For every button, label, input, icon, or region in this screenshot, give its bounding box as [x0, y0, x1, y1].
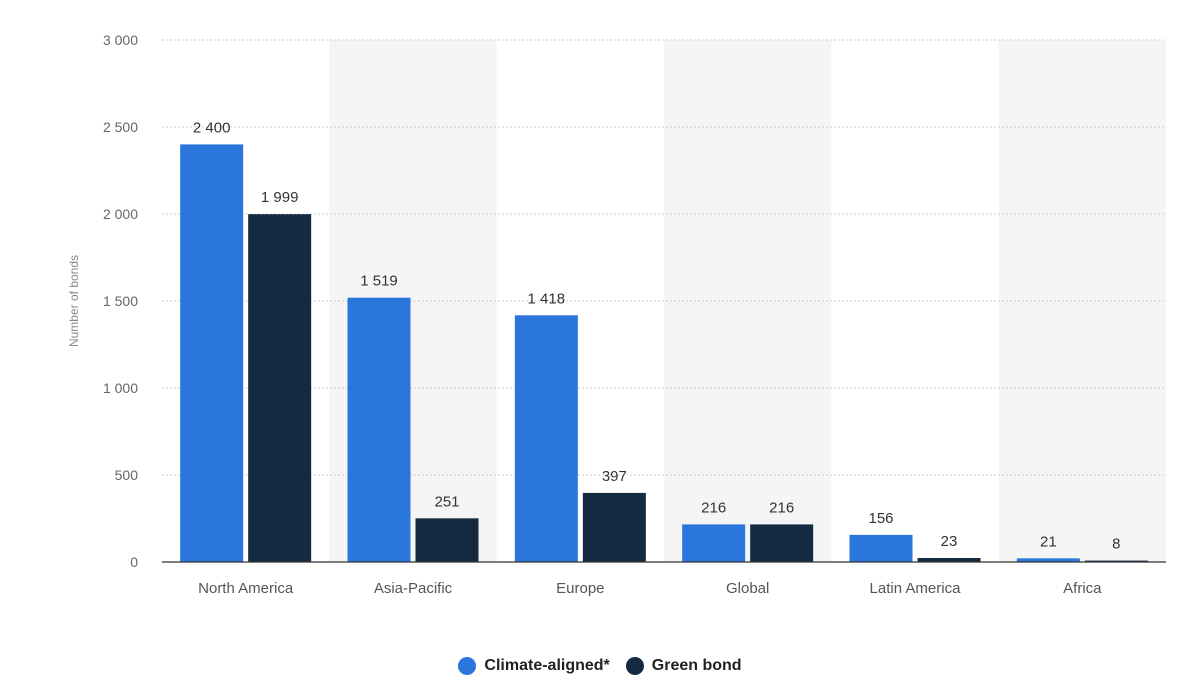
data-label-green-bond: 251 [434, 493, 459, 510]
bar-green-bond[interactable] [248, 214, 312, 562]
x-category-label: Africa [1063, 580, 1102, 597]
bar-green-bond[interactable] [917, 557, 981, 562]
bar-green-bond[interactable] [582, 492, 646, 562]
y-tick-label: 2 000 [103, 206, 138, 222]
gridlines [162, 39, 1166, 476]
data-label-climate-aligned: 156 [868, 510, 893, 527]
bar-green-bond[interactable] [1084, 560, 1148, 562]
bar-chart: 0 500 1 000 1 500 2 000 2 500 3 000 Number of … [67, 32, 1166, 597]
data-label-climate-aligned: 1 519 [360, 273, 398, 290]
legend: Climate-aligned* Green bond [0, 654, 1200, 678]
x-category-label: North America [198, 580, 294, 597]
x-category-label: Global [726, 580, 769, 597]
y-tick-label: 3 000 [103, 32, 138, 48]
bar-green-bond[interactable] [415, 518, 479, 562]
legend-green-bond-marker [625, 657, 644, 675]
x-category-label: Latin America [870, 580, 962, 597]
legend-climate-aligned-marker [458, 657, 477, 675]
legend-climate-aligned-label: Climate-aligned* [484, 657, 610, 674]
y-axis-label: Number of bonds [67, 255, 81, 347]
data-label-green-bond: 23 [941, 533, 958, 550]
legend-green-bond-label: Green bond [651, 657, 742, 674]
data-label-green-bond: 8 [1112, 536, 1120, 553]
bar-climate-aligned[interactable] [682, 524, 746, 562]
bar-climate-aligned[interactable] [180, 144, 244, 562]
y-tick-label: 1 000 [103, 380, 138, 396]
x-category-label: Asia-Pacific [374, 580, 453, 597]
bar-climate-aligned[interactable] [347, 297, 411, 562]
y-tick-label: 1 500 [103, 293, 138, 309]
legend-item-climate-aligned[interactable]: Climate-aligned* [458, 657, 610, 675]
y-axis-ticks: 0 500 1 000 1 500 2 000 2 500 3 000 [103, 32, 138, 570]
bars: 2 400 1 999 1 519 251 1 418 397 216 216 156 23 21 8 [180, 119, 1148, 562]
bar-green-bond[interactable] [750, 524, 814, 562]
data-label-climate-aligned: 21 [1040, 533, 1057, 550]
y-tick-label: 500 [115, 467, 139, 483]
bar-climate-aligned[interactable] [1016, 558, 1080, 562]
data-label-green-bond: 216 [769, 499, 794, 516]
x-axis-categories: North America Asia-Pacific Europe Global Lat… [198, 580, 1102, 597]
data-label-green-bond: 1 999 [261, 189, 299, 206]
y-tick-label: 2 500 [103, 119, 138, 135]
x-category-label: Europe [556, 580, 604, 597]
legend-item-green-bond[interactable]: Green bond [625, 657, 742, 675]
bar-climate-aligned[interactable] [514, 315, 578, 562]
data-label-climate-aligned: 1 418 [528, 290, 566, 307]
data-label-climate-aligned: 216 [701, 499, 726, 516]
data-label-green-bond: 397 [602, 468, 627, 485]
y-tick-label: 0 [130, 554, 138, 570]
data-label-climate-aligned: 2 400 [193, 119, 231, 136]
bar-climate-aligned[interactable] [849, 534, 913, 562]
